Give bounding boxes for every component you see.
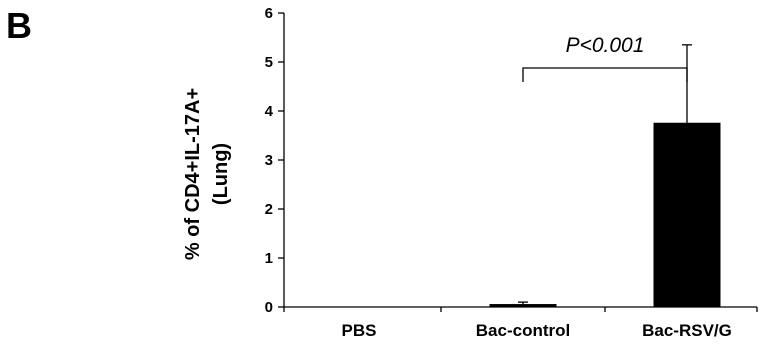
y-axis-label-line-1: % of CD4+IL-17A+ [182, 88, 204, 260]
y-tick-label-0: 0 [265, 299, 273, 316]
x-tick-label-2: Bac-RSV/G [642, 321, 732, 340]
p-value-annotation: P<0.001 [566, 34, 645, 57]
bar-1 [489, 304, 557, 308]
bar-2 [653, 122, 721, 308]
y-tick-label-2: 2 [265, 201, 273, 218]
x-tick-label-1: Bac-control [476, 321, 570, 340]
y-tick-label-3: 3 [265, 152, 273, 169]
y-tick-label-4: 4 [265, 103, 274, 120]
significance-bracket [522, 67, 688, 82]
x-tick-label-0: PBS [342, 321, 377, 340]
y-tick-label-6: 6 [265, 5, 273, 22]
panel-label: B [6, 5, 32, 46]
y-axis-label-line-2: (Lung) [210, 143, 232, 205]
y-tick-label-5: 5 [265, 54, 273, 71]
y-tick-label-1: 1 [265, 250, 273, 267]
plot-area: 0 1 2 3 4 5 6 PBS Bac-control Bac-RSV/G P<0.001 [265, 5, 758, 340]
